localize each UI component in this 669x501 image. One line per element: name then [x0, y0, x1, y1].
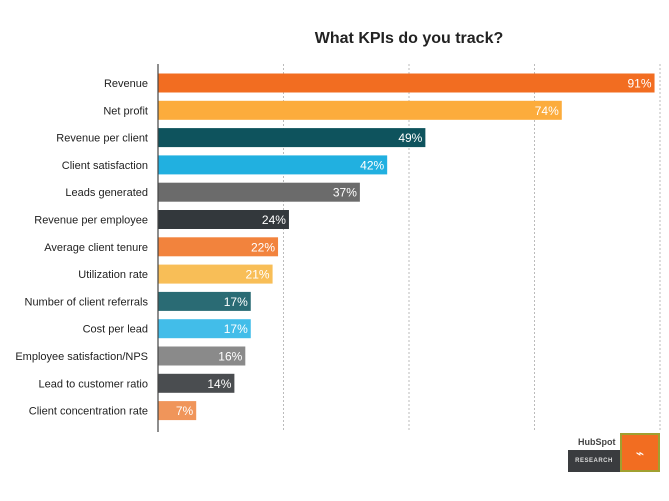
bar [158, 73, 655, 93]
category-label: Utilization rate [78, 269, 148, 281]
data-label: 42% [360, 158, 384, 172]
data-label: 74% [535, 104, 559, 118]
data-label: 49% [398, 131, 422, 145]
category-label: Revenue per client [56, 133, 148, 145]
category-label: Employee satisfaction/NPS [15, 351, 148, 363]
bar [158, 373, 235, 393]
data-label: 91% [628, 77, 652, 91]
bar [158, 155, 388, 175]
category-label: Average client tenure [44, 242, 148, 254]
category-label: Cost per lead [83, 324, 148, 336]
bar [158, 237, 279, 257]
bar [158, 291, 251, 311]
data-label: 7% [176, 404, 194, 418]
bar [158, 319, 251, 339]
category-label: Lead to customer ratio [39, 378, 148, 390]
bar [158, 182, 360, 202]
logo-tag: RESEARCH [568, 450, 620, 472]
clipboard-pulse-icon: ⌁ [620, 433, 660, 472]
category-label: Client satisfaction [62, 160, 148, 172]
data-label: 17% [224, 295, 248, 309]
chart-title: What KPIs do you track? [314, 30, 504, 47]
category-label: Leads generated [65, 187, 148, 199]
bar [158, 100, 562, 120]
category-label: Net profit [103, 105, 148, 117]
bar [158, 128, 426, 148]
data-label: 22% [251, 240, 275, 254]
bar [158, 264, 273, 284]
data-label: 24% [262, 213, 286, 227]
category-label: Revenue per employee [34, 215, 148, 227]
category-label: Client concentration rate [29, 406, 148, 418]
bar [158, 346, 246, 366]
data-label: 14% [207, 377, 231, 391]
data-label: 17% [224, 322, 248, 336]
bar [158, 401, 197, 421]
logo-brand: HubSpot [578, 437, 616, 447]
data-label: 37% [333, 186, 357, 200]
bar [158, 210, 289, 229]
data-label: 16% [218, 350, 242, 364]
data-label: 21% [246, 268, 270, 282]
category-label: Number of client referrals [25, 296, 149, 308]
hubspot-research-logo: HubSpot RESEARCH ⌁ [568, 433, 660, 473]
category-label: Revenue [104, 78, 148, 90]
